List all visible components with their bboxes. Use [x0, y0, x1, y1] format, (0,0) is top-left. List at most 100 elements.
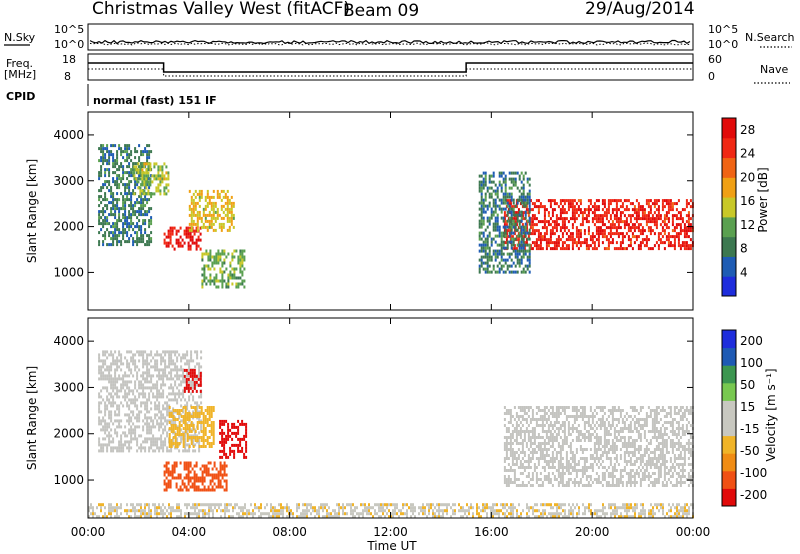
- scatter-cell: [237, 261, 240, 265]
- scatter-cell: [180, 398, 183, 402]
- scatter-cell: [559, 478, 562, 481]
- scatter-cell: [195, 488, 198, 492]
- scatter-cell: [599, 409, 602, 412]
- scatter-cell: [571, 214, 574, 218]
- scatter-cell: [209, 488, 212, 492]
- scatter-cell: [496, 204, 499, 208]
- scatter-cell: [601, 478, 604, 481]
- scatter-cell: [539, 484, 542, 487]
- scatter-cell: [647, 229, 650, 233]
- scatter-cell: [190, 442, 193, 445]
- scatter-cell: [529, 466, 532, 469]
- scatter-cell: [104, 350, 107, 354]
- scatter-cell: [653, 202, 656, 206]
- scatter-cell: [551, 208, 554, 212]
- scatter-cell: [571, 211, 574, 215]
- scatter-cell: [597, 475, 600, 478]
- scatter-cell: [116, 162, 119, 166]
- scatter-cell: [553, 232, 556, 236]
- scatter-cell: [167, 479, 170, 483]
- scatter-cell: [627, 478, 630, 481]
- scatter-cell: [190, 207, 193, 211]
- scatter-cell: [120, 240, 123, 244]
- scatter-cell: [557, 463, 560, 466]
- scatter-cell: [188, 443, 191, 447]
- scatter-cell: [110, 392, 113, 396]
- scatter-cell: [130, 171, 133, 175]
- scatter-cell: [108, 162, 111, 166]
- scatter-cell: [623, 421, 626, 424]
- scatter-cell: [675, 214, 678, 218]
- scatter-cell: [539, 472, 542, 475]
- scatter-cell: [573, 454, 576, 457]
- scatter-cell: [528, 261, 531, 265]
- scatter-cell: [505, 238, 508, 242]
- scatter-cell: [166, 410, 169, 414]
- scatter-cell: [212, 406, 215, 409]
- colorbar-tick-label: 8: [740, 242, 748, 256]
- scatter-cell: [100, 174, 103, 178]
- scatter-cell: [183, 482, 186, 486]
- scatter-cell: [180, 428, 183, 432]
- scatter-cell: [200, 219, 203, 223]
- scatter-cell: [524, 249, 527, 253]
- scatter-cell: [533, 241, 536, 245]
- scatter-cell: [225, 285, 228, 289]
- scatter-cell: [561, 439, 564, 442]
- scatter-cell: [235, 285, 238, 289]
- scatter-cell: [569, 235, 572, 239]
- scatter-cell: [637, 475, 640, 478]
- scatter-cell: [488, 249, 491, 253]
- scatter-cell: [200, 439, 203, 442]
- scatter-cell: [591, 241, 594, 245]
- scatter-cell: [130, 410, 133, 414]
- scatter-cell: [575, 427, 578, 430]
- scatter-cell: [639, 439, 642, 442]
- scatter-cell: [211, 485, 214, 489]
- scatter-cell: [685, 241, 688, 245]
- scatter-cell: [233, 443, 236, 447]
- scatter-cell: [549, 223, 552, 227]
- scatter-cell: [98, 159, 101, 163]
- scatter-cell: [118, 198, 121, 202]
- scatter-cell: [207, 267, 210, 271]
- scatter-cell: [128, 431, 131, 435]
- scatter-cell: [191, 389, 194, 393]
- scatter-cell: [223, 488, 226, 492]
- scatter-cell: [118, 207, 121, 211]
- scatter-cell: [126, 216, 129, 220]
- scatter-cell: [225, 482, 228, 486]
- scatter-cell: [621, 232, 624, 236]
- scatter-cell: [207, 252, 210, 256]
- scatter-cell: [122, 237, 125, 241]
- scatter-cell: [511, 454, 514, 457]
- scatter-cell: [110, 419, 113, 423]
- scatter-cell: [557, 430, 560, 433]
- scatter-cell: [579, 412, 582, 415]
- scatter-cell: [494, 219, 497, 223]
- scatter-cell: [649, 226, 652, 230]
- scatter-cell: [194, 430, 197, 433]
- scatter-cell: [203, 464, 206, 468]
- scatter-cell: [166, 434, 169, 438]
- scatter-cell: [207, 485, 210, 489]
- scatter-cell: [591, 220, 594, 224]
- scatter-cell: [523, 484, 526, 487]
- scatter-cell: [152, 383, 155, 387]
- scatter-cell: [502, 270, 505, 274]
- scatter-cell: [486, 267, 489, 271]
- scatter-cell: [635, 448, 638, 451]
- scatter-cell: [513, 457, 516, 460]
- scatter-cell: [110, 395, 113, 399]
- scatter-cell: [585, 466, 588, 469]
- scatter-cell: [480, 183, 483, 187]
- scatter-cell: [116, 192, 119, 196]
- scatter-cell: [631, 445, 634, 448]
- scatter-cell: [221, 419, 224, 423]
- scatter-cell: [165, 461, 168, 465]
- scatter-cell: [195, 389, 198, 393]
- scatter-cell: [549, 412, 552, 415]
- scatter-cell: [186, 353, 189, 357]
- scatter-cell: [182, 371, 185, 375]
- scatter-cell: [116, 207, 119, 211]
